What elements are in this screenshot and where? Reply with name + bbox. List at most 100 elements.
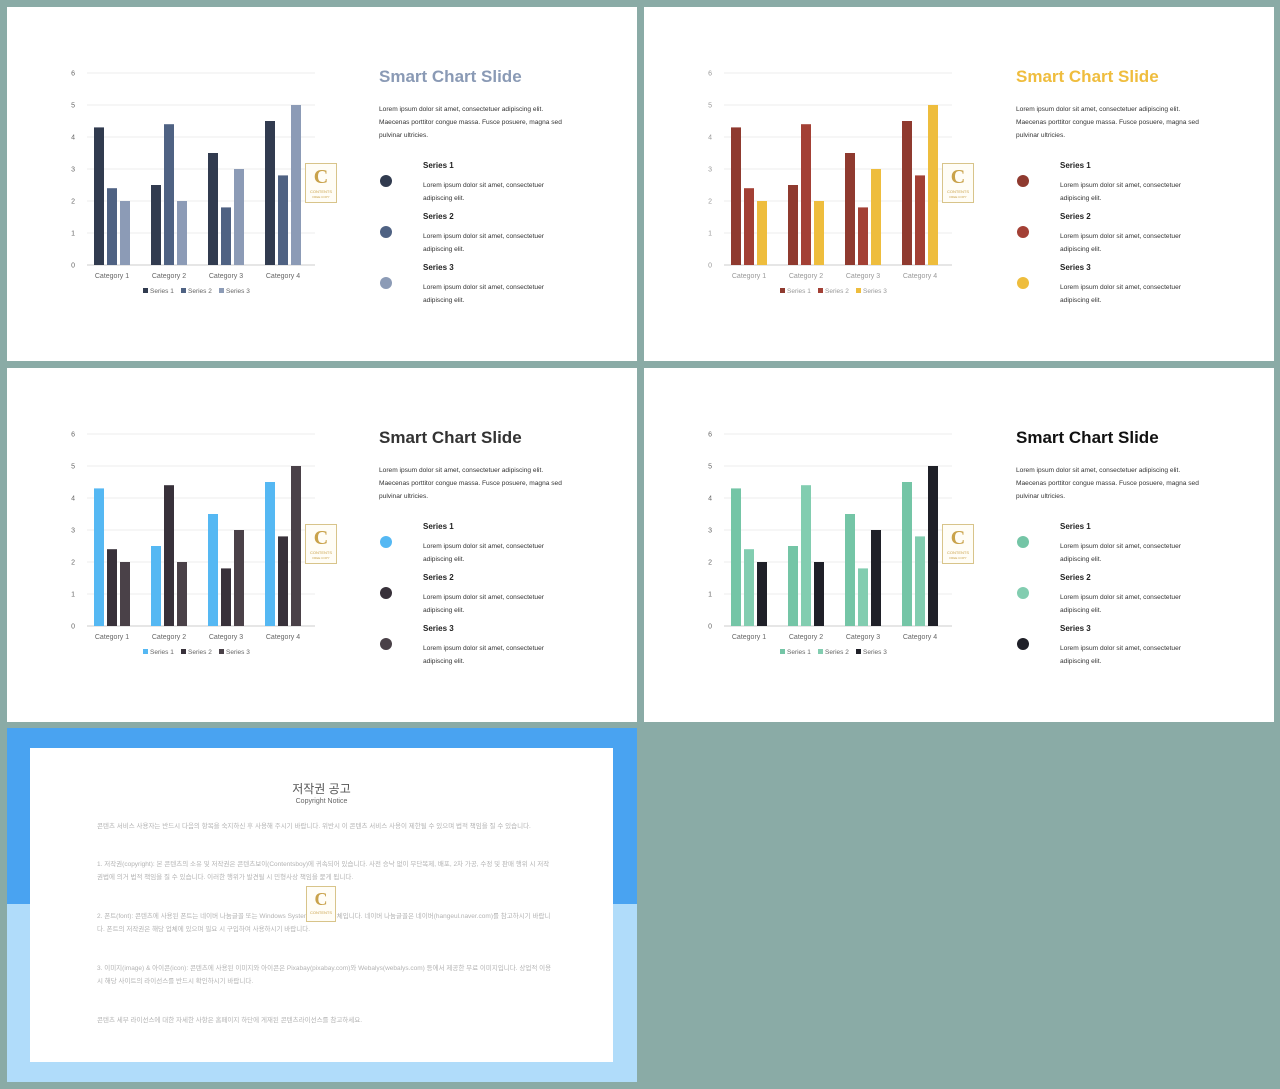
x-tick-label: Category 1 — [732, 273, 766, 280]
copyright-subtitle: Copyright Notice — [295, 798, 348, 805]
bar-category-3-s2 — [858, 568, 868, 626]
slide-description: Lorem ipsum dolor sit amet, consectetuer… — [1016, 106, 1199, 139]
x-tick-label: Category 4 — [903, 273, 937, 280]
legend-swatch — [181, 288, 186, 293]
bar-category-2-s1 — [788, 546, 798, 626]
y-tick-label: 2 — [708, 560, 712, 567]
series-text: Lorem ipsum dolor sit amet, consectetuer… — [1060, 182, 1181, 202]
slide-3[interactable]: 0 1 2 3 4 5 6 Category 1 Category 2 Category 3 Cat… — [7, 368, 637, 722]
bar-category-4-s1 — [265, 482, 275, 626]
bar-category-2-s2 — [164, 485, 174, 626]
slide-1[interactable]: 0 1 2 3 4 5 6 Category 1 Category 2 Category 3 Cat… — [7, 7, 637, 361]
y-tick-label: 2 — [708, 199, 712, 206]
x-tick-label: Category 3 — [209, 273, 243, 280]
y-tick-label: 0 — [71, 263, 75, 270]
bar-category-1-s2 — [107, 188, 117, 265]
series-3-dot — [1017, 638, 1029, 650]
legend-label: Series 3 — [863, 288, 887, 295]
bar-category-4-s3 — [928, 105, 938, 265]
x-tick-label: Category 4 — [903, 634, 937, 641]
bar-category-4-s3 — [291, 466, 301, 626]
legend-label: Series 2 — [825, 649, 849, 656]
legend-label: Series 3 — [226, 649, 250, 656]
bar-category-4-s3 — [928, 466, 938, 626]
bar-category-4-s2 — [915, 536, 925, 626]
legend-swatch — [818, 288, 823, 293]
series-text: Lorem ipsum dolor sit amet, consectetuer… — [423, 543, 544, 563]
bar-category-2-s2 — [801, 124, 811, 265]
legend-label: Series 2 — [825, 288, 849, 295]
copyright-slide[interactable]: 저작권 공고 Copyright Notice 콘텐츠 서비스 사용자는 반드시… — [7, 728, 637, 1082]
legend-swatch — [181, 649, 186, 654]
series-name: Series 1 — [423, 522, 454, 531]
x-tick-label: Category 4 — [266, 273, 300, 280]
bar-category-3-s1 — [845, 153, 855, 265]
legend-label: Series 3 — [863, 649, 887, 656]
bar-category-3-s3 — [234, 169, 244, 265]
series-text: Lorem ipsum dolor sit amet, consectetuer… — [1060, 233, 1181, 253]
series-text: Lorem ipsum dolor sit amet, consectetuer… — [1060, 543, 1181, 563]
series-text: Lorem ipsum dolor sit amet, consectetuer… — [423, 284, 544, 304]
bar-chart: 0 1 2 3 4 5 6 Category 1 Category 2 Category 3 Cat… — [708, 71, 952, 295]
y-tick-label: 4 — [71, 135, 75, 142]
x-tick-label: Category 2 — [152, 634, 186, 641]
y-tick-label: 1 — [71, 592, 75, 599]
slide-4[interactable]: 0 1 2 3 4 5 6 Category 1 Category 2 Category 3 Cat… — [644, 368, 1274, 722]
y-tick-label: 2 — [71, 560, 75, 567]
series-item-2: Series 2 Lorem ipsum dolor sit amet, con… — [379, 573, 579, 627]
legend-label: Series 1 — [150, 288, 174, 295]
legend-swatch — [780, 288, 785, 293]
y-tick-label: 4 — [71, 496, 75, 503]
legend-label: Series 2 — [188, 288, 212, 295]
x-tick-label: Category 2 — [152, 273, 186, 280]
bar-category-3-s3 — [871, 169, 881, 265]
series-text: Lorem ipsum dolor sit amet, consectetuer… — [423, 594, 544, 614]
slide-title: Smart Chart Slide — [379, 428, 522, 447]
series-name: Series 1 — [423, 161, 454, 170]
legend-swatch — [780, 649, 785, 654]
copyright-paragraph: 1. 저작권(copyright): 본 콘텐츠의 소유 및 저작권은 콘텐츠보… — [97, 861, 550, 881]
copyright-paragraph: 콘텐츠 세부 라이선스에 대한 자세한 사항은 홈페이지 하단에 게재된 콘텐츠… — [97, 1017, 363, 1024]
series-name: Series 3 — [423, 624, 454, 633]
series-item-1: Series 1 Lorem ipsum dolor sit amet, con… — [379, 522, 579, 576]
copyright-paragraph: 3. 이미지(image) & 아이콘(icon): 콘텐츠에 사용된 이미지와… — [97, 965, 552, 985]
bar-category-2-s3 — [814, 201, 824, 265]
slide-description: Lorem ipsum dolor sit amet, consectetuer… — [379, 467, 562, 500]
bar-category-3-s2 — [858, 207, 868, 265]
bar-category-3-s2 — [221, 568, 231, 626]
series-item-3: Series 3 Lorem ipsum dolor sit amet, con… — [379, 263, 579, 317]
series-1-dot — [380, 536, 392, 548]
bar-category-3-s1 — [208, 514, 218, 626]
contents-logo: C CONTENTS FREE COPY — [305, 163, 337, 203]
y-tick-label: 3 — [708, 167, 712, 174]
bar-chart: 0 1 2 3 4 5 6 Category 1 Category 2 Category 3 Cat… — [708, 432, 952, 656]
series-item-1: Series 1 Lorem ipsum dolor sit amet, con… — [1016, 522, 1216, 576]
series-item-3: Series 3 Lorem ipsum dolor sit amet, con… — [379, 624, 579, 678]
series-item-2: Series 2 Lorem ipsum dolor sit amet, con… — [1016, 573, 1216, 627]
y-tick-label: 5 — [71, 103, 75, 110]
bar-category-3-s1 — [208, 153, 218, 265]
bar-category-3-s1 — [845, 514, 855, 626]
bar-category-1-s2 — [744, 549, 754, 626]
slide-description: Lorem ipsum dolor sit amet, consectetuer… — [379, 106, 562, 139]
x-tick-label: Category 1 — [95, 634, 129, 641]
series-name: Series 2 — [423, 212, 454, 221]
bar-category-4-s2 — [278, 175, 288, 265]
y-tick-label: 3 — [71, 528, 75, 535]
legend-swatch — [856, 288, 861, 293]
series-name: Series 1 — [1060, 161, 1091, 170]
series-1-dot — [1017, 175, 1029, 187]
legend-label: Series 1 — [787, 649, 811, 656]
y-tick-label: 1 — [708, 231, 712, 238]
series-1-dot — [380, 175, 392, 187]
slide-2[interactable]: 0 1 2 3 4 5 6 Category 1 Category 2 Category 3 Cat… — [644, 7, 1274, 361]
y-tick-label: 6 — [708, 71, 712, 78]
contents-logo: C CONTENTS FREE COPY — [942, 524, 974, 564]
series-3-dot — [380, 638, 392, 650]
y-tick-label: 3 — [708, 528, 712, 535]
bar-category-2-s3 — [814, 562, 824, 626]
legend-swatch — [219, 649, 224, 654]
x-tick-label: Category 3 — [846, 634, 880, 641]
series-text: Lorem ipsum dolor sit amet, consectetuer… — [1060, 284, 1181, 304]
copyright-title: 저작권 공고 — [292, 782, 351, 796]
